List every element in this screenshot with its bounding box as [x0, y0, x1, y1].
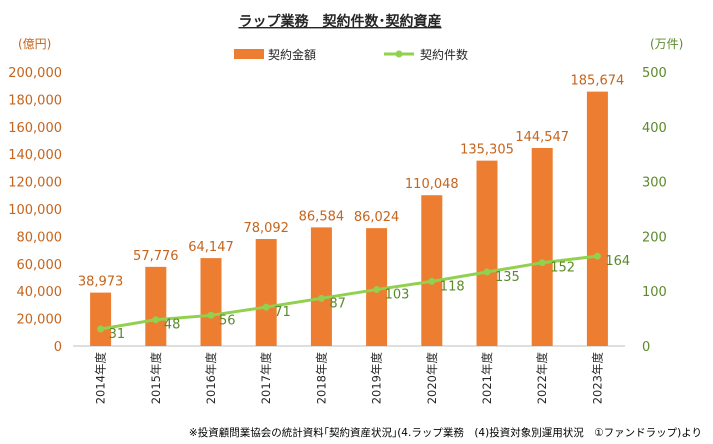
line-point — [593, 252, 601, 260]
line-data-label: 164 — [605, 254, 630, 269]
line-data-label: 71 — [274, 305, 291, 320]
right-tick-label: 100 — [642, 285, 667, 300]
line-point — [373, 286, 381, 294]
left-tick-label: 80,000 — [17, 230, 63, 245]
line-point — [97, 325, 105, 333]
bar-data-label: 38,973 — [78, 275, 124, 290]
right-tick-label: 500 — [642, 66, 667, 81]
left-tick-label: 0 — [54, 340, 62, 355]
count-line — [100, 254, 598, 331]
bar-data-label: 86,584 — [299, 209, 345, 224]
line-data-label: 56 — [219, 313, 236, 328]
bar-data-label: 64,147 — [188, 240, 234, 255]
right-tick-label: 200 — [642, 230, 667, 245]
bar — [531, 147, 553, 346]
bar — [310, 227, 332, 346]
bar-data-label: 86,024 — [354, 210, 400, 225]
line-point — [207, 311, 215, 319]
line-point — [317, 294, 325, 302]
line-data-label: 152 — [550, 261, 575, 276]
bar — [476, 160, 498, 346]
category-labels: 2014年度 2015年度 2016年度 2017年度 2018年度 2019年度 2020… — [94, 352, 605, 405]
bar-data-labels: 38,973 57,776 64,147 78,092 86,584 86,024 110,… — [78, 74, 624, 290]
left-tick-label: 160,000 — [8, 121, 62, 136]
legend-swatch-amount — [234, 49, 264, 59]
line-data-label: 103 — [385, 288, 410, 303]
legend-label-amount: 契約金額 — [268, 47, 316, 62]
bar-data-label: 110,048 — [405, 177, 459, 192]
right-tick-label: 0 — [642, 340, 650, 355]
category-label: 2023年度 — [590, 352, 604, 405]
category-label: 2018年度 — [314, 352, 328, 405]
bar-data-label: 185,674 — [571, 74, 625, 89]
legend-label-count: 契約件数 — [420, 47, 468, 62]
legend-marker-count — [395, 50, 403, 58]
left-tick-label: 180,000 — [8, 93, 62, 108]
left-tick-label: 120,000 — [8, 176, 62, 191]
category-label: 2014年度 — [94, 352, 108, 405]
right-tick-label: 400 — [642, 121, 667, 136]
right-axis-unit: (万件) — [650, 37, 683, 51]
category-label: 2020年度 — [425, 352, 439, 405]
bar — [421, 195, 443, 346]
line-data-label: 87 — [329, 296, 346, 311]
category-label: 2017年度 — [259, 352, 273, 405]
line-data-labels: 31 48 56 71 87 103 118 135 152 164 — [109, 254, 631, 342]
chart-title: ラップ業務 契約件数･契約資産 — [239, 13, 442, 30]
bar-data-label: 144,547 — [515, 130, 569, 145]
line-data-label: 118 — [440, 279, 465, 294]
left-axis-unit: (億円) — [18, 37, 51, 51]
right-axis-ticks: 0 100 200 300 400 500 — [642, 66, 667, 355]
category-label: 2022年度 — [535, 352, 549, 405]
category-label: 2016年度 — [204, 352, 218, 405]
line-data-label: 135 — [495, 270, 520, 285]
line-point — [262, 303, 270, 311]
line-point — [428, 277, 436, 285]
left-tick-label: 40,000 — [17, 285, 63, 300]
bar — [586, 91, 608, 346]
left-tick-label: 20,000 — [17, 313, 63, 328]
left-tick-label: 200,000 — [8, 66, 62, 81]
left-tick-label: 100,000 — [8, 203, 62, 218]
source-note: ※投資顧問業協会の統計資料｢契約資産状況｣(4.ラップ業務 (4)投資対象別運用… — [189, 426, 702, 439]
line-point — [152, 316, 160, 324]
bar — [145, 266, 167, 346]
line-data-label: 31 — [109, 327, 126, 342]
left-tick-label: 140,000 — [8, 148, 62, 163]
bar-data-label: 78,092 — [243, 221, 289, 236]
bar-data-label: 57,776 — [133, 249, 179, 264]
left-axis-ticks: 0 20,000 40,000 60,000 80,000 100,000 120,000 1… — [8, 66, 62, 355]
bar — [255, 239, 277, 346]
line-point — [483, 268, 491, 276]
bar-series — [90, 91, 608, 346]
line-data-label: 48 — [164, 318, 181, 333]
category-label: 2019年度 — [370, 352, 384, 405]
legend: 契約金額 契約件数 — [234, 47, 468, 62]
category-label: 2021年度 — [480, 352, 494, 405]
right-tick-label: 300 — [642, 176, 667, 191]
line-series — [97, 252, 601, 333]
bar-data-label: 135,305 — [460, 143, 514, 158]
category-label: 2015年度 — [149, 352, 163, 405]
left-tick-label: 60,000 — [17, 258, 63, 273]
line-point — [538, 259, 546, 267]
bar — [200, 258, 222, 346]
bar — [90, 292, 112, 346]
